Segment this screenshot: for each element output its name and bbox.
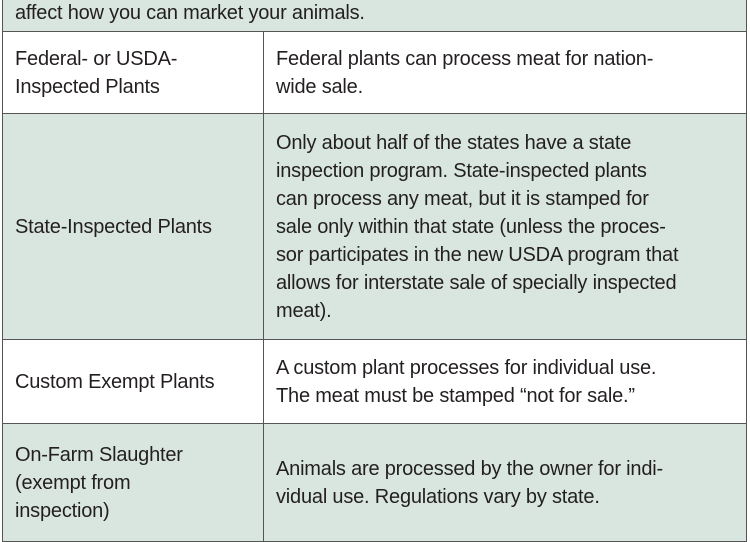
plant-type: On-Farm Slaughter (exempt from inspectio… xyxy=(2,423,264,542)
plant-type: State-Inspected Plants xyxy=(2,113,264,340)
plant-type: Federal- or USDA- Inspected Plants xyxy=(2,31,264,114)
table-row: Custom Exempt Plants A custom plant proc… xyxy=(2,339,747,424)
intro-text: affect how you can market your animals. xyxy=(2,0,747,32)
plant-description: Animals are processed by the owner for i… xyxy=(263,423,747,542)
table-row: On-Farm Slaughter (exempt from inspectio… xyxy=(2,423,747,542)
plant-description: Federal plants can process meat for nati… xyxy=(263,31,747,114)
table-intro-row: affect how you can market your animals. xyxy=(2,0,747,32)
plant-type: Custom Exempt Plants xyxy=(2,339,264,424)
plant-description: Only about half of the states have a sta… xyxy=(263,113,747,340)
table-row: State-Inspected Plants Only about half o… xyxy=(2,113,747,340)
plant-description: A custom plant processes for individual … xyxy=(263,339,747,424)
table-row: Federal- or USDA- Inspected Plants Feder… xyxy=(2,31,747,114)
